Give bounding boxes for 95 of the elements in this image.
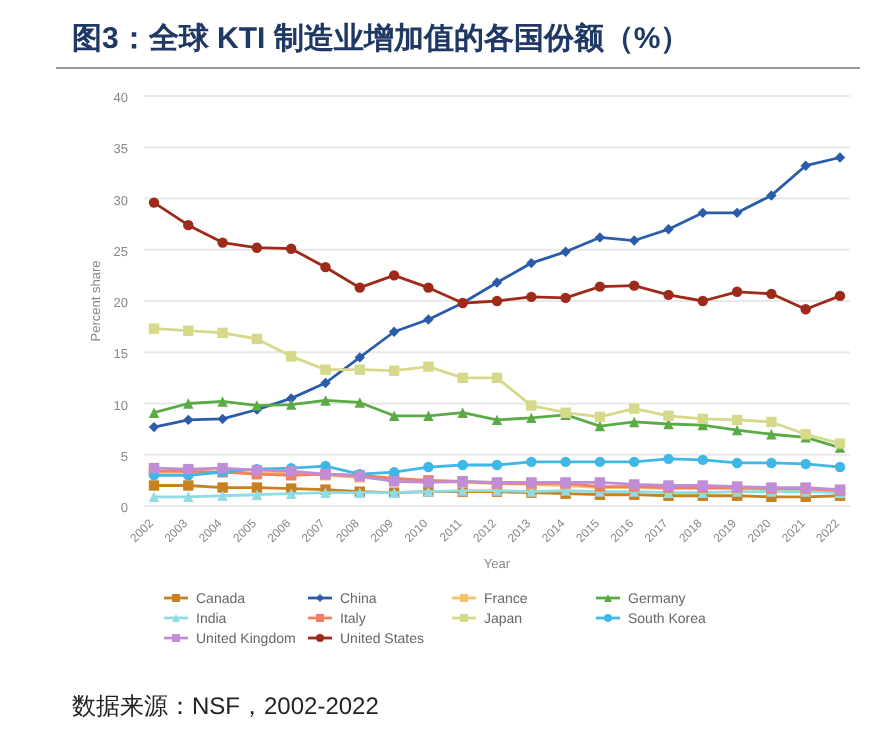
point <box>148 480 160 491</box>
point <box>491 372 503 384</box>
point <box>731 286 743 297</box>
point <box>217 396 228 407</box>
point <box>354 282 365 293</box>
point <box>148 323 160 334</box>
point <box>526 257 537 269</box>
point <box>697 295 708 307</box>
point <box>731 414 743 426</box>
point <box>491 277 503 288</box>
point <box>766 457 777 469</box>
point <box>766 190 777 201</box>
point <box>800 458 811 470</box>
chart-title: 图3：全球 KTI 制造业增加值的各国份额（%） <box>72 20 691 56</box>
point <box>183 480 194 491</box>
point <box>320 395 331 406</box>
point <box>354 397 365 408</box>
point <box>526 291 537 303</box>
point <box>663 224 674 235</box>
point <box>148 407 160 418</box>
source-note: 数据来源：NSF，2002-2022 <box>72 692 380 720</box>
point <box>560 456 571 468</box>
point <box>183 414 194 426</box>
point <box>217 482 228 493</box>
point <box>594 456 606 468</box>
point <box>388 326 400 337</box>
point <box>594 281 606 292</box>
point <box>526 412 537 424</box>
point <box>354 364 365 375</box>
point <box>766 429 777 440</box>
point <box>423 282 434 293</box>
point <box>251 489 263 500</box>
point <box>286 351 297 362</box>
point <box>388 365 400 376</box>
point <box>731 424 743 436</box>
point <box>834 290 846 302</box>
point <box>491 459 503 471</box>
point <box>629 403 640 414</box>
point <box>251 242 263 253</box>
point <box>457 372 468 384</box>
point <box>526 400 537 411</box>
point <box>423 410 434 421</box>
point <box>388 270 400 281</box>
point <box>697 207 708 219</box>
point <box>148 491 160 502</box>
point <box>526 456 537 468</box>
point <box>286 399 297 410</box>
point <box>629 280 640 291</box>
point <box>629 456 640 468</box>
point <box>491 414 503 426</box>
point <box>560 292 571 304</box>
point <box>766 288 777 300</box>
point <box>594 411 606 423</box>
point <box>320 377 331 389</box>
point <box>834 461 846 473</box>
point <box>388 410 400 421</box>
point <box>457 459 468 471</box>
point <box>286 243 297 254</box>
point <box>217 413 228 425</box>
point <box>663 410 674 421</box>
point <box>148 421 160 433</box>
point <box>183 219 194 231</box>
point <box>183 398 194 409</box>
point <box>423 361 434 372</box>
point <box>697 413 708 425</box>
point <box>663 289 674 301</box>
point <box>731 207 743 219</box>
point <box>663 453 674 465</box>
point <box>286 488 297 499</box>
point <box>217 327 228 338</box>
point <box>594 232 606 243</box>
point <box>491 295 503 307</box>
point <box>423 461 434 473</box>
point <box>251 333 263 345</box>
point <box>251 482 263 493</box>
point <box>183 491 194 502</box>
point <box>148 197 160 208</box>
point <box>629 416 640 428</box>
point <box>834 152 846 163</box>
point <box>320 261 331 273</box>
point <box>457 407 468 418</box>
point <box>697 454 708 466</box>
point <box>354 352 365 363</box>
point <box>320 364 331 375</box>
point <box>423 314 434 325</box>
point <box>766 416 777 428</box>
point <box>183 325 194 336</box>
point <box>800 304 811 315</box>
point <box>800 160 811 171</box>
point <box>388 466 400 478</box>
point <box>217 490 228 501</box>
point <box>629 235 640 246</box>
point <box>560 246 571 257</box>
point <box>217 237 228 248</box>
point <box>731 457 743 469</box>
